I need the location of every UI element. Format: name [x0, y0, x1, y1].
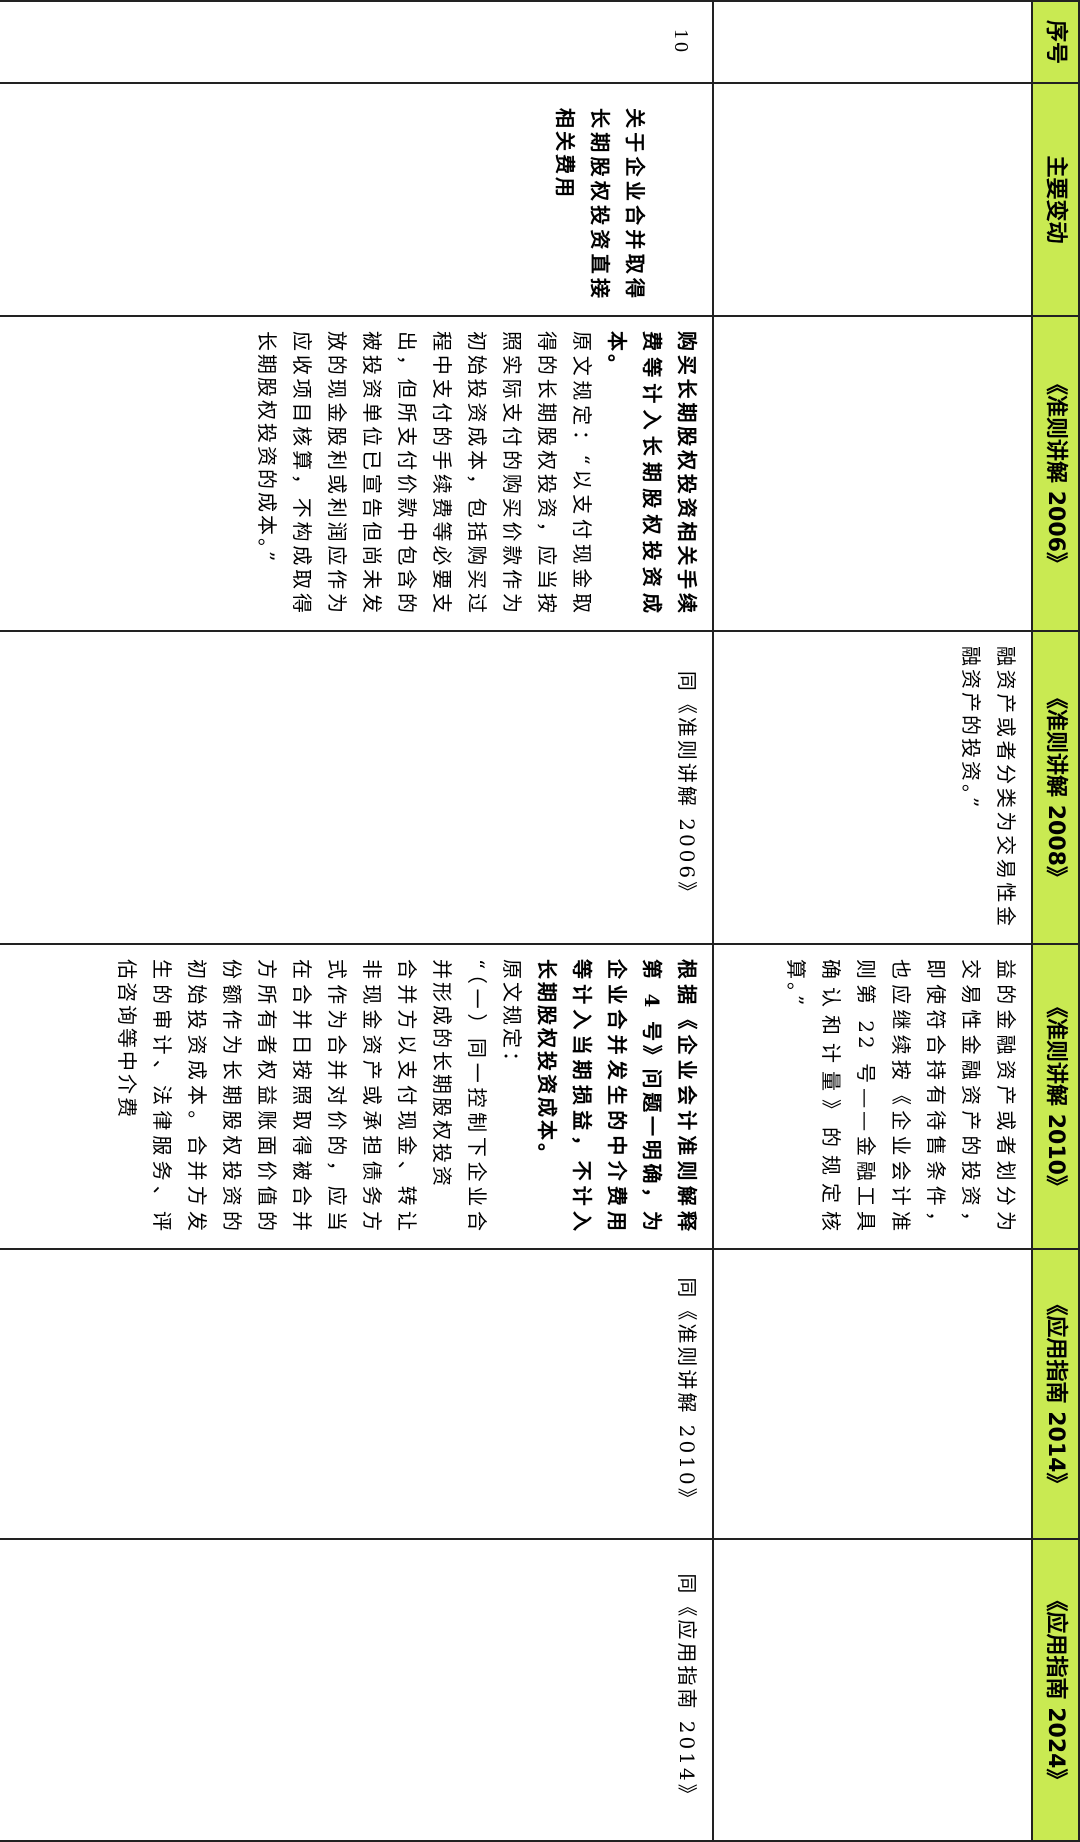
header-guide-2008: 《准则讲解 2008》 [1032, 631, 1079, 944]
cell-seq [713, 1, 1032, 83]
cell-change: 关于企业合并取得长期股权投资直接相关费用 [0, 83, 713, 316]
header-main-change: 主要变动 [1032, 83, 1079, 316]
header-guide-2024: 《应用指南 2024》 [1032, 1539, 1079, 1841]
header-seq: 序号 [1032, 1, 1079, 83]
header-row: 序号 主要变动 《准则讲解 2006》 《准则讲解 2008》 《准则讲解 20… [1032, 1, 1079, 1841]
quote-label: 原文规定： [500, 959, 524, 1074]
cell-change [713, 83, 1032, 316]
header-guide-2014: 《应用指南 2014》 [1032, 1249, 1079, 1539]
table-row-continued: 融资产或者分类为交易性金融资产的投资。” 益的金融资产或者划分为交易性金融资产的… [713, 1, 1032, 1841]
cell-2008: 同《准则讲解 2006》 [0, 631, 713, 944]
cell-2024: 同《应用指南 2014》 [0, 1539, 713, 1841]
quote-heading: “（一）同一控制下企业合并形成的长期股权投资 [430, 959, 489, 1234]
quote-text: 原文规定：“以支付现金取得的长期股权投资，应当按照实际支付的购买价款作为初始投资… [255, 331, 594, 616]
header-guide-2010: 《准则讲解 2010》 [1032, 944, 1079, 1249]
cell-2010: 益的金融资产或者划分为交易性金融资产的投资，即使符合持有待售条件，也应继续按《企… [713, 944, 1032, 1249]
summary-text: 购买长期股权投资相关手续费等计入长期股权投资成本。 [605, 331, 699, 616]
table-row-10: 10 关于企业合并取得长期股权投资直接相关费用 购买长期股权投资相关手续费等计入… [0, 1, 713, 1841]
header-guide-2006: 《准则讲解 2006》 [1032, 316, 1079, 631]
cell-2014 [713, 1249, 1032, 1539]
cell-2014: 同《准则讲解 2010》 [0, 1249, 713, 1539]
summary-text: 根据《企业会计准则解释第 4 号》问题一明确，为企业合并发生的中介费用等计入当期… [535, 959, 699, 1234]
cell-seq: 10 [0, 1, 713, 83]
cell-2006: 购买长期股权投资相关手续费等计入长期股权投资成本。 原文规定：“以支付现金取得的… [0, 316, 713, 631]
cell-2006 [713, 316, 1032, 631]
cell-2010: 根据《企业会计准则解释第 4 号》问题一明确，为企业合并发生的中介费用等计入当期… [0, 944, 713, 1249]
cell-2024 [713, 1539, 1032, 1841]
cell-2008: 融资产或者分类为交易性金融资产的投资。” [713, 631, 1032, 944]
quote-text: 合并方以支付现金、转让非现金资产或承担债务方式作为合并对价的，应当在合并日按照取… [115, 959, 419, 1234]
